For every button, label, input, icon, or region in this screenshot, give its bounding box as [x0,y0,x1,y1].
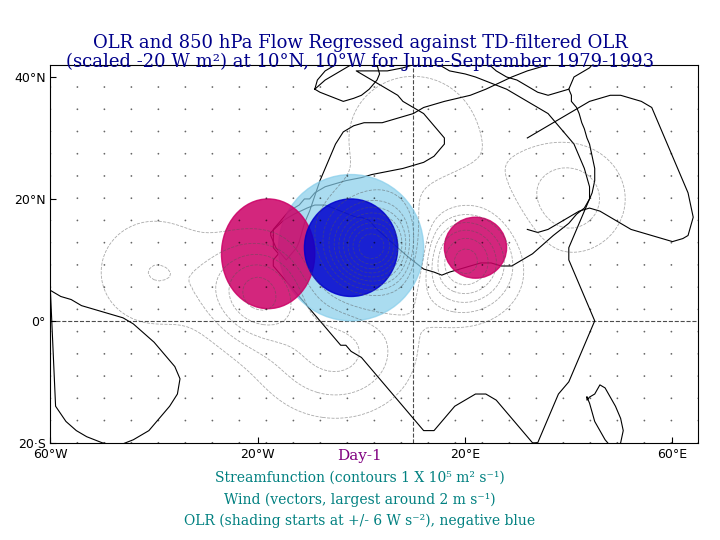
Text: Wind (vectors, largest around 2 m s⁻¹): Wind (vectors, largest around 2 m s⁻¹) [224,492,496,507]
Text: (scaled -20 W m²) at 10°N, 10°W for June-September 1979-1993: (scaled -20 W m²) at 10°N, 10°W for June… [66,53,654,71]
Text: Streamfunction (contours 1 X 10⁵ m² s⁻¹): Streamfunction (contours 1 X 10⁵ m² s⁻¹) [215,471,505,485]
Ellipse shape [222,199,315,309]
Text: Day-1: Day-1 [338,449,382,463]
Ellipse shape [444,217,507,278]
Text: OLR (shading starts at +/- 6 W s⁻²), negative blue: OLR (shading starts at +/- 6 W s⁻²), neg… [184,514,536,528]
Ellipse shape [279,174,423,321]
Text: OLR and 850 hPa Flow Regressed against TD-filtered OLR: OLR and 850 hPa Flow Regressed against T… [93,34,627,52]
Ellipse shape [305,199,397,296]
